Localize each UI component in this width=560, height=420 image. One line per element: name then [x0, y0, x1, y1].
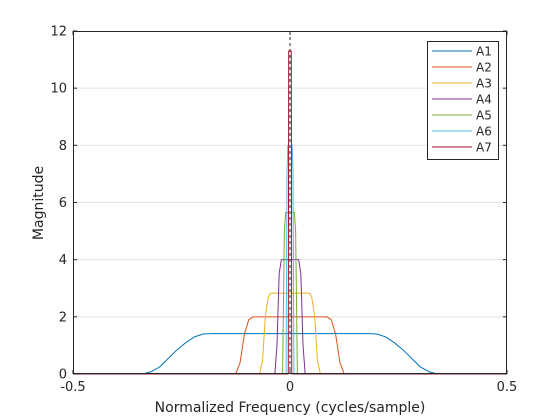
series-line-a6 — [73, 144, 507, 375]
series-line-a1 — [73, 333, 507, 375]
x-tick-label: 0.5 — [497, 380, 518, 395]
legend-label-a6: A6 — [476, 125, 492, 139]
legend-label-a2: A2 — [476, 61, 492, 75]
series-line-a2 — [73, 316, 507, 375]
y-tick-label: 6 — [59, 196, 67, 211]
legend-label-a3: A3 — [476, 77, 492, 91]
x-tick-label: 0 — [286, 380, 294, 395]
series-lines — [73, 50, 507, 375]
legend-label-a4: A4 — [476, 93, 492, 107]
legend-label-a1: A1 — [476, 45, 492, 59]
legend-label-a7: A7 — [476, 141, 492, 155]
y-tick-label: 8 — [59, 139, 67, 154]
series-line-a4 — [73, 259, 507, 375]
x-tick-label: -0.5 — [60, 380, 85, 395]
legend: A1 A2 A3 A4 A5 A6 A7 — [427, 41, 499, 160]
y-tick-label: 2 — [59, 310, 67, 325]
y-tick-label: 10 — [50, 82, 67, 97]
legend-label-a5: A5 — [476, 109, 492, 123]
y-axis-label: Magnitude — [31, 166, 47, 240]
y-axis-ticks: 0 2 4 6 8 10 12 — [50, 25, 507, 383]
y-tick-label: 0 — [59, 368, 67, 383]
x-axis-label: Normalized Frequency (cycles/sample) — [155, 400, 426, 416]
y-tick-label: 4 — [59, 253, 67, 268]
legend-box — [427, 41, 499, 160]
y-tick-label: 12 — [50, 25, 67, 40]
series-line-a5 — [73, 212, 507, 375]
series-line-a3 — [73, 292, 507, 375]
x-axis-ticks: -0.5 0 0.5 — [60, 31, 517, 395]
